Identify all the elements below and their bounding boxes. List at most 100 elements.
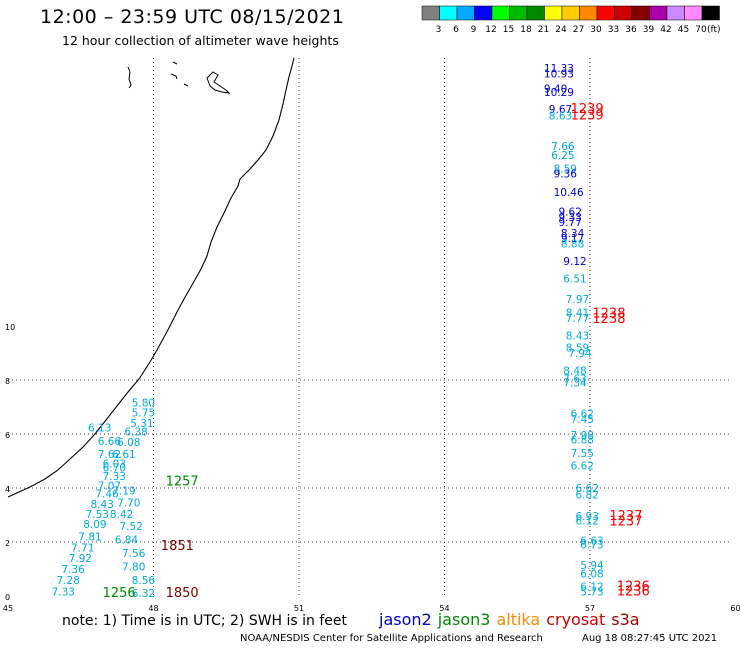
swh-label-west-5: 6.66: [98, 436, 122, 448]
lon-tick-45: 45: [3, 604, 13, 613]
swh-label-east-34: 6.62: [576, 483, 599, 495]
legend-swatch-10: [596, 5, 615, 21]
legend-label-4: 15: [503, 25, 514, 35]
swh-label-east-20: 8.41: [566, 308, 589, 320]
lat-tick-8: 8: [5, 377, 10, 386]
swh-label-west-27: 7.36: [61, 564, 85, 576]
coastline-path: [7, 57, 295, 498]
pass-time-label-10: 1851: [161, 539, 194, 554]
swh-label-west-30: 7.33: [52, 587, 75, 599]
swh-label-east-1: 10.93: [544, 68, 574, 80]
legend-label-7: 24: [555, 25, 567, 35]
satellite-altika: altika: [496, 610, 541, 629]
swh-label-east-43: 5.73: [580, 587, 603, 599]
swh-label-west-11: 7.33: [103, 471, 126, 483]
color-legend: 3 6 9 12 15 18 21 24 27 30 33 36 39 42 45 70 (ft): [421, 5, 721, 35]
legend-label-5: 18: [520, 25, 532, 35]
pass-time-label-2: 1238: [592, 307, 625, 322]
satellite-jason3: jason3: [437, 610, 491, 629]
island-1: [127, 66, 132, 89]
legend-swatch-6: [526, 5, 545, 21]
lat-tick-4: 4: [5, 485, 10, 494]
footer-timestamp: Aug 18 08:27:45 UTC 2021: [582, 633, 718, 644]
swh-label-west-14: 7.46: [95, 488, 119, 500]
island-2: [170, 61, 189, 87]
swh-label-west-24: 7.56: [122, 548, 146, 560]
chart-subtitle: 12 hour collection of altimeter wave hei…: [62, 33, 339, 48]
swh-label-west-13: 7.19: [112, 486, 135, 498]
satellite-cryosat: cryosat: [546, 610, 606, 629]
swh-label-west-31: 6.32: [132, 588, 155, 600]
swh-label-east-14: 8.34: [561, 228, 585, 240]
swh-label-east-17: 9.12: [563, 256, 586, 268]
swh-label-east-8: 8.59: [554, 163, 577, 175]
swh-label-east-3: 10.29: [544, 87, 574, 99]
legend-swatch-5: [509, 5, 528, 21]
legend-swatch-0: [421, 5, 440, 21]
swh-label-east-33: 6.62: [571, 460, 594, 472]
legend-swatch-9: [579, 5, 598, 21]
swh-label-west-19: 8.09: [83, 519, 106, 531]
swh-label-west-25: 7.92: [69, 553, 92, 565]
lat-tick-6: 6: [5, 431, 10, 440]
swh-label-east-16: 8.88: [561, 238, 584, 250]
swh-label-west-28: 7.28: [57, 575, 80, 587]
legend-swatch-12: [631, 5, 650, 21]
swh-label-east-5: 8.63: [549, 110, 572, 122]
legend-label-15: 70: [695, 25, 707, 35]
swh-label-east-15: 9.17: [561, 233, 584, 245]
swh-label-west-20: 7.52: [120, 521, 143, 533]
pass-time-label-4: 1237: [609, 509, 642, 524]
legend-label-10: 33: [608, 25, 619, 35]
swh-label-east-4: 9.67: [549, 104, 572, 116]
swh-label-east-39: 6.73: [580, 540, 603, 552]
swh-label-west-7: 7.62: [98, 449, 121, 461]
swh-label-east-13: 9.77: [559, 217, 582, 229]
swh-label-west-16: 8.43: [91, 499, 114, 511]
swh-label-east-0: 11.33: [544, 63, 574, 75]
swh-label-west-12: 7.07: [98, 480, 121, 492]
swh-label-east-31: 6.88: [571, 434, 594, 446]
swh-label-east-41: 6.08: [580, 568, 603, 580]
footer-note-line: note: 1) Time is in UTC; 2) SWH is in fe…: [62, 610, 640, 629]
swh-label-east-35: 6.82: [576, 490, 599, 502]
swh-label-east-21: 7.77: [566, 313, 589, 325]
legend-label-9: 30: [590, 25, 602, 35]
pass-time-label-5: 1237: [609, 515, 642, 530]
wave-height-labels: 5.805.755.316.386.136.666.087.626.616.03…: [52, 63, 650, 601]
swh-label-east-26: 7.63: [563, 373, 586, 385]
swh-label-west-6: 6.08: [117, 437, 140, 449]
island-3: [206, 71, 231, 94]
swh-label-east-40: 5.94: [580, 560, 604, 572]
legend-label-13: 42: [660, 25, 671, 35]
footer-note: note: 1) Time is in UTC; 2) SWH is in fe…: [62, 613, 348, 629]
legend-label-2: 9: [471, 25, 477, 35]
swh-label-west-26: 7.80: [122, 561, 145, 573]
swh-label-west-17: 7.53: [86, 509, 109, 521]
legend-label-8: 27: [573, 25, 584, 35]
lat-tick-2: 2: [5, 539, 10, 548]
swh-label-west-10: 6.70: [103, 463, 126, 475]
swh-label-east-36: 6.93: [576, 511, 599, 523]
legend-swatch-7: [544, 5, 563, 21]
lon-tick-60: 60: [730, 604, 740, 613]
swh-label-east-7: 6.25: [551, 150, 574, 162]
legend-swatch-11: [614, 5, 633, 21]
pass-time-label-9: 1256: [103, 586, 136, 601]
swh-label-west-23: 7.71: [71, 542, 94, 554]
pass-time-label-7: 1236: [617, 585, 650, 600]
satellite-s3a: s3a: [611, 610, 640, 629]
legend-label-0: 3: [436, 25, 442, 35]
swh-label-east-38: 6.63: [580, 535, 603, 547]
pass-time-label-3: 1238: [592, 312, 625, 327]
coastline: [7, 57, 295, 498]
footer-credit: NOAA/NESDIS Center for Satellite Applica…: [240, 633, 543, 644]
legend-label-1: 6: [453, 25, 459, 35]
swh-label-east-22: 8.43: [566, 331, 589, 343]
swh-label-east-28: 6.62: [571, 409, 594, 421]
swh-label-east-42: 6.12: [580, 581, 603, 593]
swh-label-west-21: 7.81: [78, 532, 101, 544]
legend-swatch-13: [649, 5, 668, 21]
swh-label-west-3: 6.38: [124, 426, 147, 438]
swh-label-east-10: 10.46: [554, 187, 584, 199]
